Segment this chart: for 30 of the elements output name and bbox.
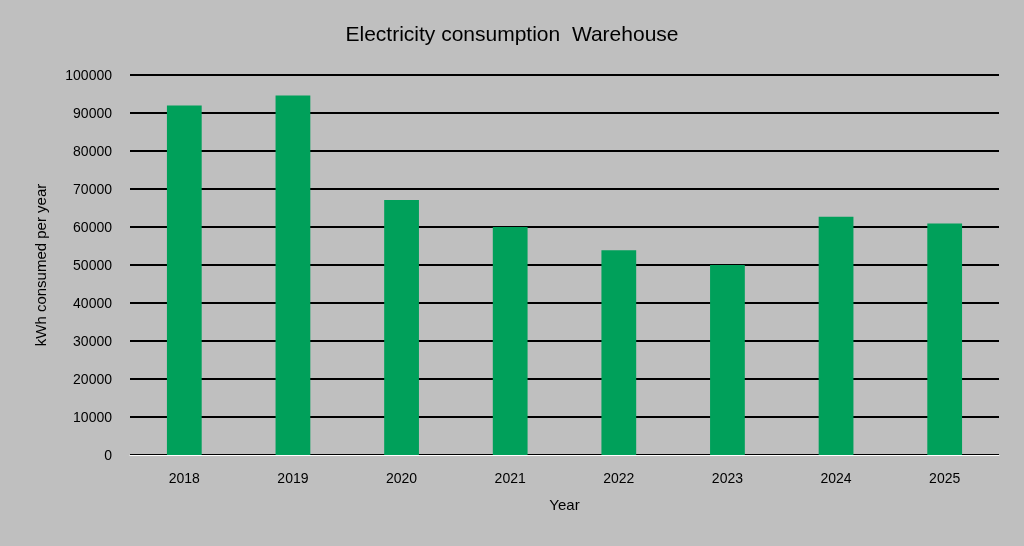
bar xyxy=(166,105,202,455)
y-tick-label: 70000 xyxy=(73,181,113,197)
bar xyxy=(818,216,854,455)
y-tick-label: 30000 xyxy=(73,333,113,349)
bar xyxy=(384,200,419,455)
y-tick-label: 40000 xyxy=(73,295,113,311)
x-tick-label: 2019 xyxy=(277,470,309,486)
chart-title: Electricity consumption Warehouse xyxy=(345,22,679,45)
bar xyxy=(710,265,745,455)
x-tick-label: 2023 xyxy=(711,470,744,486)
x-tick-label: 2018 xyxy=(168,470,201,486)
x-tick-label: 2025 xyxy=(929,470,961,486)
bar xyxy=(492,227,528,455)
x-axis-title: Year xyxy=(549,496,580,513)
x-tick-label: 2024 xyxy=(820,470,852,486)
y-tick-label: 80000 xyxy=(73,143,113,159)
x-tick-label: 2022 xyxy=(603,470,635,486)
y-tick-label: 60000 xyxy=(73,219,113,235)
y-tick-label: 10000 xyxy=(73,409,113,425)
bar xyxy=(275,95,311,455)
bar xyxy=(601,250,637,455)
y-axis-title: kWh consumed per year xyxy=(32,183,49,347)
y-tick-label: 50000 xyxy=(73,257,113,273)
x-tick-label: 2021 xyxy=(494,470,526,486)
y-tick-label: 100000 xyxy=(65,67,113,83)
y-tick-label: 0 xyxy=(104,447,113,463)
bar xyxy=(927,223,963,455)
x-tick-label: 2020 xyxy=(385,470,418,486)
y-tick-label: 20000 xyxy=(73,371,113,387)
y-tick-label: 90000 xyxy=(73,105,113,121)
